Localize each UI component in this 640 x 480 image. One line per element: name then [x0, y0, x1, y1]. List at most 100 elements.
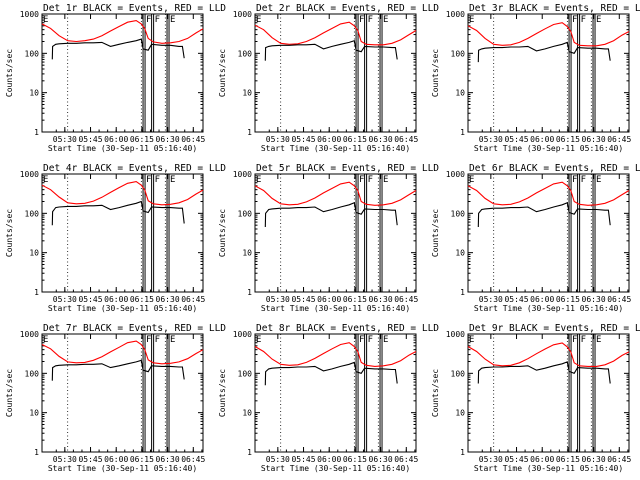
y-tick-label: 100 — [451, 49, 466, 58]
series-line-events — [264, 39, 398, 61]
x-axis-label: Start Time (30-Sep-11 05:16:40) — [474, 304, 623, 313]
event-marker-label: E — [596, 15, 601, 25]
event-marker-label: E — [256, 175, 261, 185]
y-tick-label: 100 — [238, 49, 253, 58]
x-tick-label: 06:00 — [104, 135, 128, 144]
y-tick-label: 1 — [34, 128, 39, 137]
plot-frame — [254, 13, 417, 133]
event-marker-label: E — [256, 15, 261, 25]
y-tick-label: 1 — [34, 448, 39, 457]
chart-panel-3: Det 3r BLACK = Events, RED = LLD 1 10 100 10… — [426, 0, 640, 160]
series-line-events — [51, 200, 185, 226]
series-line-lld — [41, 340, 204, 365]
plot-frame — [467, 13, 630, 133]
x-tick-label: 05:30 — [479, 455, 503, 464]
x-tick-label: 06:15 — [556, 455, 580, 464]
chart-title: Det 8r BLACK = Events, RED = LLD — [256, 323, 439, 334]
y-tick-label: 10 — [242, 409, 252, 418]
x-tick-label: 05:45 — [78, 135, 102, 144]
x-tick-label: 06:30 — [156, 135, 180, 144]
series-line-events — [51, 359, 185, 381]
plot-frame — [41, 173, 204, 293]
chart-title: Det 7r BLACK = Events, RED = LLD — [43, 323, 226, 334]
event-marker-label: F — [359, 175, 364, 185]
x-tick-label: 06:30 — [369, 295, 393, 304]
x-axis-label: Start Time (30-Sep-11 05:16:40) — [261, 304, 410, 313]
series-line-lld — [254, 181, 417, 206]
event-marker-label: E — [469, 15, 474, 25]
chart-title: Det 3r BLACK = Events, RED = LLD — [469, 3, 640, 14]
y-axis-label: Counts/sec — [5, 209, 14, 257]
event-marker-label: F — [368, 15, 373, 25]
x-axis-label: Start Time (30-Sep-11 05:16:40) — [261, 464, 410, 473]
event-marker-label: F — [572, 15, 577, 25]
series-line-lld — [467, 22, 630, 47]
x-tick-label: 06:00 — [530, 135, 554, 144]
y-tick-label: 100 — [25, 49, 40, 58]
chart-panel-4: Det 4r BLACK = Events, RED = LLD 1 10 100 10… — [0, 160, 226, 320]
series-line-events — [477, 41, 611, 63]
plot-frame — [41, 13, 204, 133]
event-marker-label: F — [368, 175, 373, 185]
event-marker-label: E — [170, 175, 175, 185]
y-tick-label: 100 — [451, 369, 466, 378]
y-axis-label: Counts/sec — [431, 209, 440, 257]
y-tick-label: 10 — [242, 249, 252, 258]
y-tick-label: 100 — [238, 369, 253, 378]
event-marker-label: E — [383, 175, 388, 185]
x-tick-label: 05:30 — [266, 295, 290, 304]
series-line-lld — [254, 21, 417, 46]
y-tick-label: 1000 — [20, 330, 39, 339]
y-tick-label: 1000 — [233, 170, 252, 179]
x-tick-label: 06:30 — [582, 135, 606, 144]
x-axis-label: Start Time (30-Sep-11 05:16:40) — [48, 464, 197, 473]
series-line-events — [264, 361, 398, 386]
y-axis-label: Counts/sec — [431, 369, 440, 417]
x-tick-label: 05:30 — [53, 135, 77, 144]
y-tick-label: 10 — [29, 249, 39, 258]
chart-title: Det 9r BLACK = Events, RED = LLD — [469, 323, 640, 334]
series-line-lld — [254, 342, 417, 367]
x-tick-label: 05:30 — [53, 295, 77, 304]
x-tick-label: 06:30 — [369, 135, 393, 144]
plot-frame — [254, 173, 417, 293]
chart-svg: Det 9r BLACK = Events, RED = LLD 1 10 100 10… — [431, 323, 640, 473]
x-tick-label: 06:45 — [607, 295, 631, 304]
event-marker-label: E — [596, 335, 601, 345]
x-tick-label: 06:00 — [104, 295, 128, 304]
x-tick-label: 05:30 — [479, 135, 503, 144]
event-marker-label: E — [383, 15, 388, 25]
series-line-lld — [41, 20, 204, 44]
x-tick-label: 06:30 — [156, 455, 180, 464]
y-tick-label: 1000 — [446, 170, 465, 179]
event-marker-label: F — [146, 15, 151, 25]
event-marker-label: F — [572, 175, 577, 185]
x-tick-label: 05:45 — [291, 295, 315, 304]
x-tick-label: 06:45 — [607, 135, 631, 144]
chart-svg: Det 6r BLACK = Events, RED = LLD 1 10 100 10… — [431, 163, 640, 313]
plot-frame — [254, 333, 417, 453]
x-tick-label: 05:45 — [78, 455, 102, 464]
chart-panel-5: Det 5r BLACK = Events, RED = LLD 1 10 100 10… — [213, 160, 439, 320]
event-marker-label: E — [469, 335, 474, 345]
y-tick-label: 10 — [29, 409, 39, 418]
chart-svg: Det 7r BLACK = Events, RED = LLD 1 10 100 10… — [5, 323, 226, 473]
chart-title: Det 1r BLACK = Events, RED = LLD — [43, 3, 226, 14]
event-marker-label: F — [368, 335, 373, 345]
y-tick-label: 100 — [238, 209, 253, 218]
x-tick-label: 06:00 — [317, 135, 341, 144]
chart-panel-9: Det 9r BLACK = Events, RED = LLD 1 10 100 10… — [426, 320, 640, 480]
series-line-events — [477, 361, 611, 384]
chart-title: Det 5r BLACK = Events, RED = LLD — [256, 163, 439, 174]
x-axis-label: Start Time (30-Sep-11 05:16:40) — [261, 144, 410, 153]
x-tick-label: 06:15 — [343, 455, 367, 464]
chart-title: Det 2r BLACK = Events, RED = LLD — [256, 3, 439, 14]
event-marker-label: F — [572, 335, 577, 345]
chart-svg: Det 4r BLACK = Events, RED = LLD 1 10 100 10… — [5, 163, 226, 313]
x-tick-label: 06:00 — [530, 295, 554, 304]
y-tick-label: 1 — [247, 288, 252, 297]
x-tick-label: 05:45 — [78, 295, 102, 304]
series-line-lld — [467, 181, 630, 206]
chart-panel-8: Det 8r BLACK = Events, RED = LLD 1 10 100 10… — [213, 320, 439, 480]
x-tick-label: 06:15 — [343, 135, 367, 144]
